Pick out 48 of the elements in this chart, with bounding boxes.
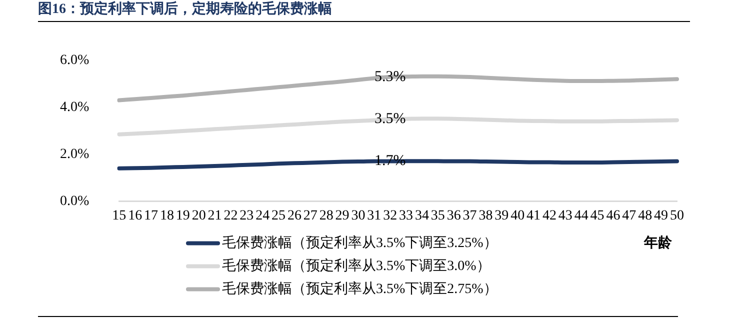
y-tick-label: 4.0% [60,100,90,116]
x-tick-label: 24 [256,208,270,224]
x-tick-label: 34 [414,208,429,224]
x-tick-label: 19 [176,208,190,224]
x-tick-label: 21 [208,208,222,224]
x-tick-label: 17 [144,208,158,224]
x-tick-label: 40 [510,208,525,224]
chart-title: 图16：预定利率下调后，定期寿险的毛保费涨幅 [38,0,690,22]
x-tick-label: 46 [606,208,620,224]
x-tick-label: 41 [526,208,541,224]
x-tick-label: 23 [240,208,254,224]
y-tick-label: 2.0% [60,146,90,162]
x-tick-label: 16 [128,208,142,224]
x-tick-label: 42 [542,208,556,224]
x-tick-label: 27 [303,208,318,224]
x-tick-label: 18 [160,208,174,224]
x-tick-label: 48 [638,208,652,224]
y-tick-label: 6.0% [60,53,90,68]
x-tick-label: 38 [478,208,493,224]
x-tick-label: 30 [351,208,366,224]
x-tick-label: 43 [558,208,572,224]
x-tick-label: 28 [319,208,334,224]
x-tick-label: 31 [367,208,382,224]
legend-label: 毛保费涨幅（预定利率从3.5%下调至3.25%） [222,234,498,251]
x-tick-label: 50 [670,208,684,224]
x-tick-label: 49 [654,208,668,224]
x-tick-label: 32 [383,208,398,224]
x-tick-label: 47 [622,208,636,224]
data-label: 1.7% [374,153,406,170]
x-tick-label: 29 [335,208,350,224]
y-tick-label: 0.0% [60,194,90,209]
legend-label: 毛保费涨幅（预定利率从3.5%下调至3.0%） [222,258,490,274]
x-tick-label: 39 [494,208,509,224]
x-axis-title: 年龄 [643,234,673,251]
legend-label: 毛保费涨幅（预定利率从3.5%下调至2.75%） [222,280,498,297]
x-tick-label: 20 [192,208,206,224]
x-tick-label: 22 [224,208,238,224]
x-tick-label: 15 [112,208,126,224]
x-tick-label: 36 [446,208,461,224]
data-label: 3.5% [374,111,406,128]
x-tick-label: 26 [287,208,302,224]
x-tick-label: 35 [430,208,445,224]
x-tick-label: 44 [574,208,588,224]
x-tick-label: 45 [590,208,604,224]
x-tick-label: 25 [272,208,286,224]
x-tick-label: 33 [399,208,414,224]
data-label: 5.3% [374,68,406,85]
x-tick-label: 37 [462,208,477,224]
